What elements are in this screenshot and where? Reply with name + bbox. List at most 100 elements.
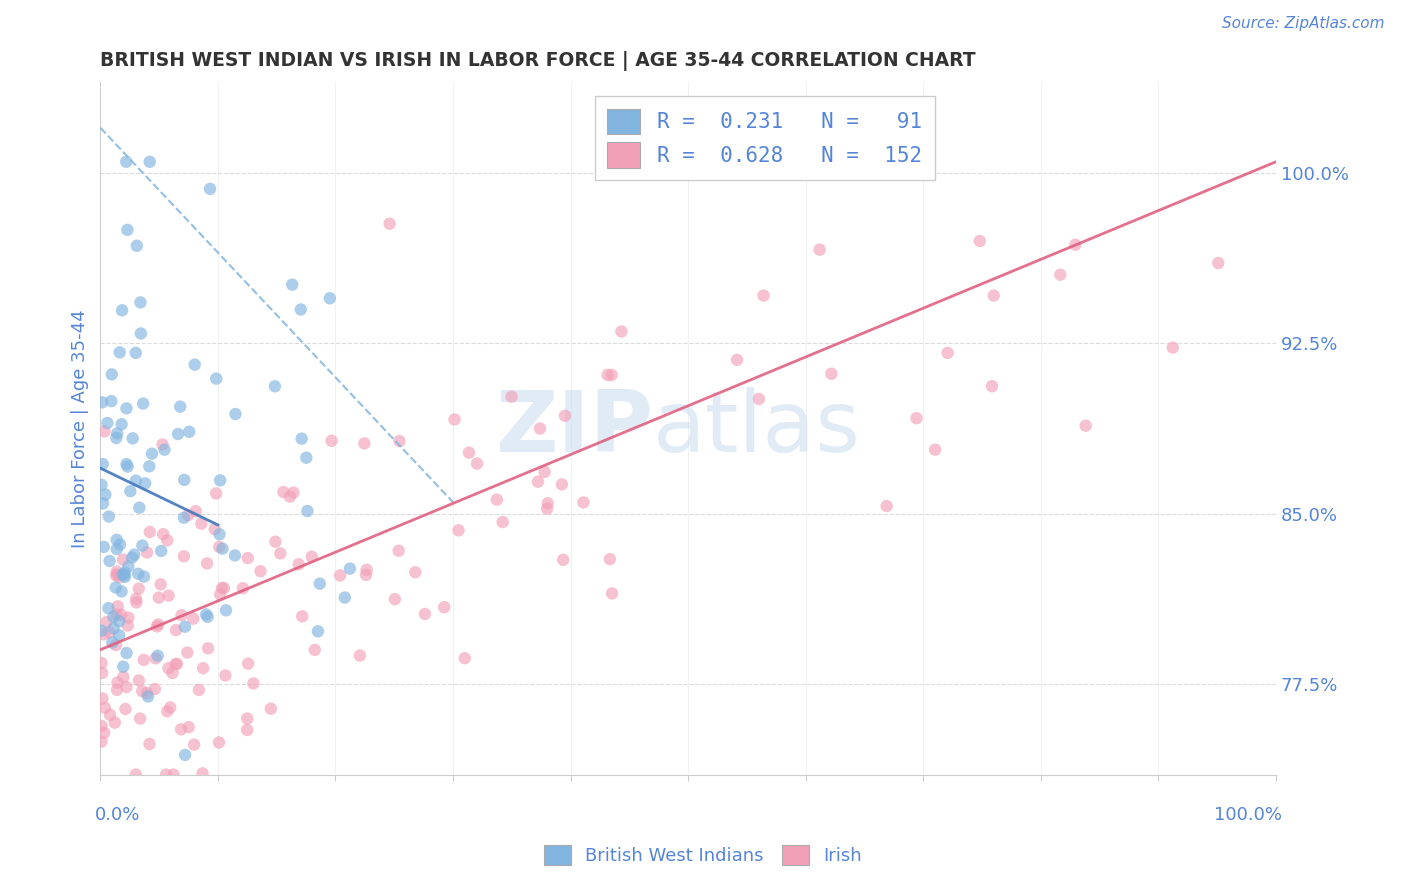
Point — [600, 586, 623, 600]
Point — [501, 390, 523, 404]
Text: ZIP: ZIP — [495, 387, 652, 470]
Point — [162, 767, 184, 781]
Point — [1064, 237, 1087, 252]
Point — [599, 552, 621, 566]
Point — [173, 473, 195, 487]
Point — [388, 434, 411, 448]
Point — [969, 234, 991, 248]
Point — [111, 552, 134, 566]
Point — [572, 495, 595, 509]
Point — [297, 504, 319, 518]
Point — [283, 485, 305, 500]
Point — [307, 624, 329, 639]
Point — [179, 425, 201, 439]
Point — [104, 581, 127, 595]
Point — [260, 702, 283, 716]
Point — [329, 568, 352, 582]
Point — [94, 701, 117, 715]
Point — [983, 288, 1005, 302]
Point — [388, 543, 411, 558]
Point — [132, 653, 155, 667]
Point — [131, 539, 153, 553]
Point — [553, 553, 575, 567]
Point — [291, 432, 314, 446]
Point — [121, 431, 143, 445]
Point — [156, 533, 179, 548]
Point — [97, 509, 120, 524]
Point — [236, 551, 259, 566]
Point — [167, 427, 190, 442]
Point — [117, 459, 139, 474]
Point — [111, 567, 134, 582]
Point — [131, 684, 153, 698]
Point — [211, 581, 233, 595]
Point — [105, 607, 128, 622]
Text: BRITISH WEST INDIAN VS IRISH IN LABOR FORCE | AGE 35-44 CORRELATION CHART: BRITISH WEST INDIAN VS IRISH IN LABOR FO… — [100, 51, 976, 70]
Point — [91, 665, 114, 680]
Point — [384, 592, 406, 607]
Point — [96, 416, 118, 430]
Point — [454, 651, 477, 665]
Point — [105, 533, 128, 547]
Point — [127, 566, 149, 581]
Point — [105, 542, 128, 557]
Point — [1161, 341, 1184, 355]
Point — [249, 564, 271, 578]
Point — [596, 368, 619, 382]
Point — [224, 407, 246, 421]
Point — [208, 735, 231, 749]
Point — [465, 457, 488, 471]
Point — [114, 566, 136, 580]
Point — [108, 537, 131, 551]
Point — [281, 277, 304, 292]
Point — [176, 646, 198, 660]
Point — [90, 656, 112, 670]
Point — [443, 412, 465, 426]
Point — [110, 584, 132, 599]
Point — [537, 496, 560, 510]
Point — [129, 712, 152, 726]
Point — [115, 457, 138, 471]
Point — [90, 624, 112, 638]
Point — [295, 450, 318, 465]
Point — [125, 474, 148, 488]
Point — [333, 591, 356, 605]
Point — [165, 657, 187, 672]
Point — [173, 549, 195, 564]
Point — [125, 346, 148, 360]
Point — [378, 217, 401, 231]
Point — [98, 554, 121, 568]
Point — [152, 437, 174, 451]
Point — [236, 712, 259, 726]
Point — [112, 670, 135, 684]
Point — [232, 581, 254, 595]
Text: 0.0%: 0.0% — [94, 805, 139, 823]
Point — [205, 371, 228, 385]
Point — [1049, 268, 1071, 282]
Point — [146, 648, 169, 663]
Point — [349, 648, 371, 663]
Point — [166, 657, 188, 671]
Point — [485, 492, 508, 507]
Point — [132, 569, 155, 583]
Point — [752, 288, 775, 302]
Point — [117, 618, 139, 632]
Point — [91, 496, 114, 510]
Point — [184, 358, 207, 372]
Point — [114, 702, 136, 716]
Point — [905, 411, 928, 425]
Point — [197, 610, 219, 624]
Point — [208, 540, 231, 554]
Point — [278, 490, 301, 504]
Point — [117, 610, 139, 624]
Point — [820, 367, 842, 381]
Point — [115, 401, 138, 416]
Point — [173, 510, 195, 524]
Point — [139, 524, 162, 539]
Point — [287, 558, 309, 572]
Point — [174, 620, 197, 634]
Point — [269, 546, 291, 560]
Point — [212, 581, 235, 595]
Point — [129, 295, 152, 310]
Point — [110, 607, 132, 622]
